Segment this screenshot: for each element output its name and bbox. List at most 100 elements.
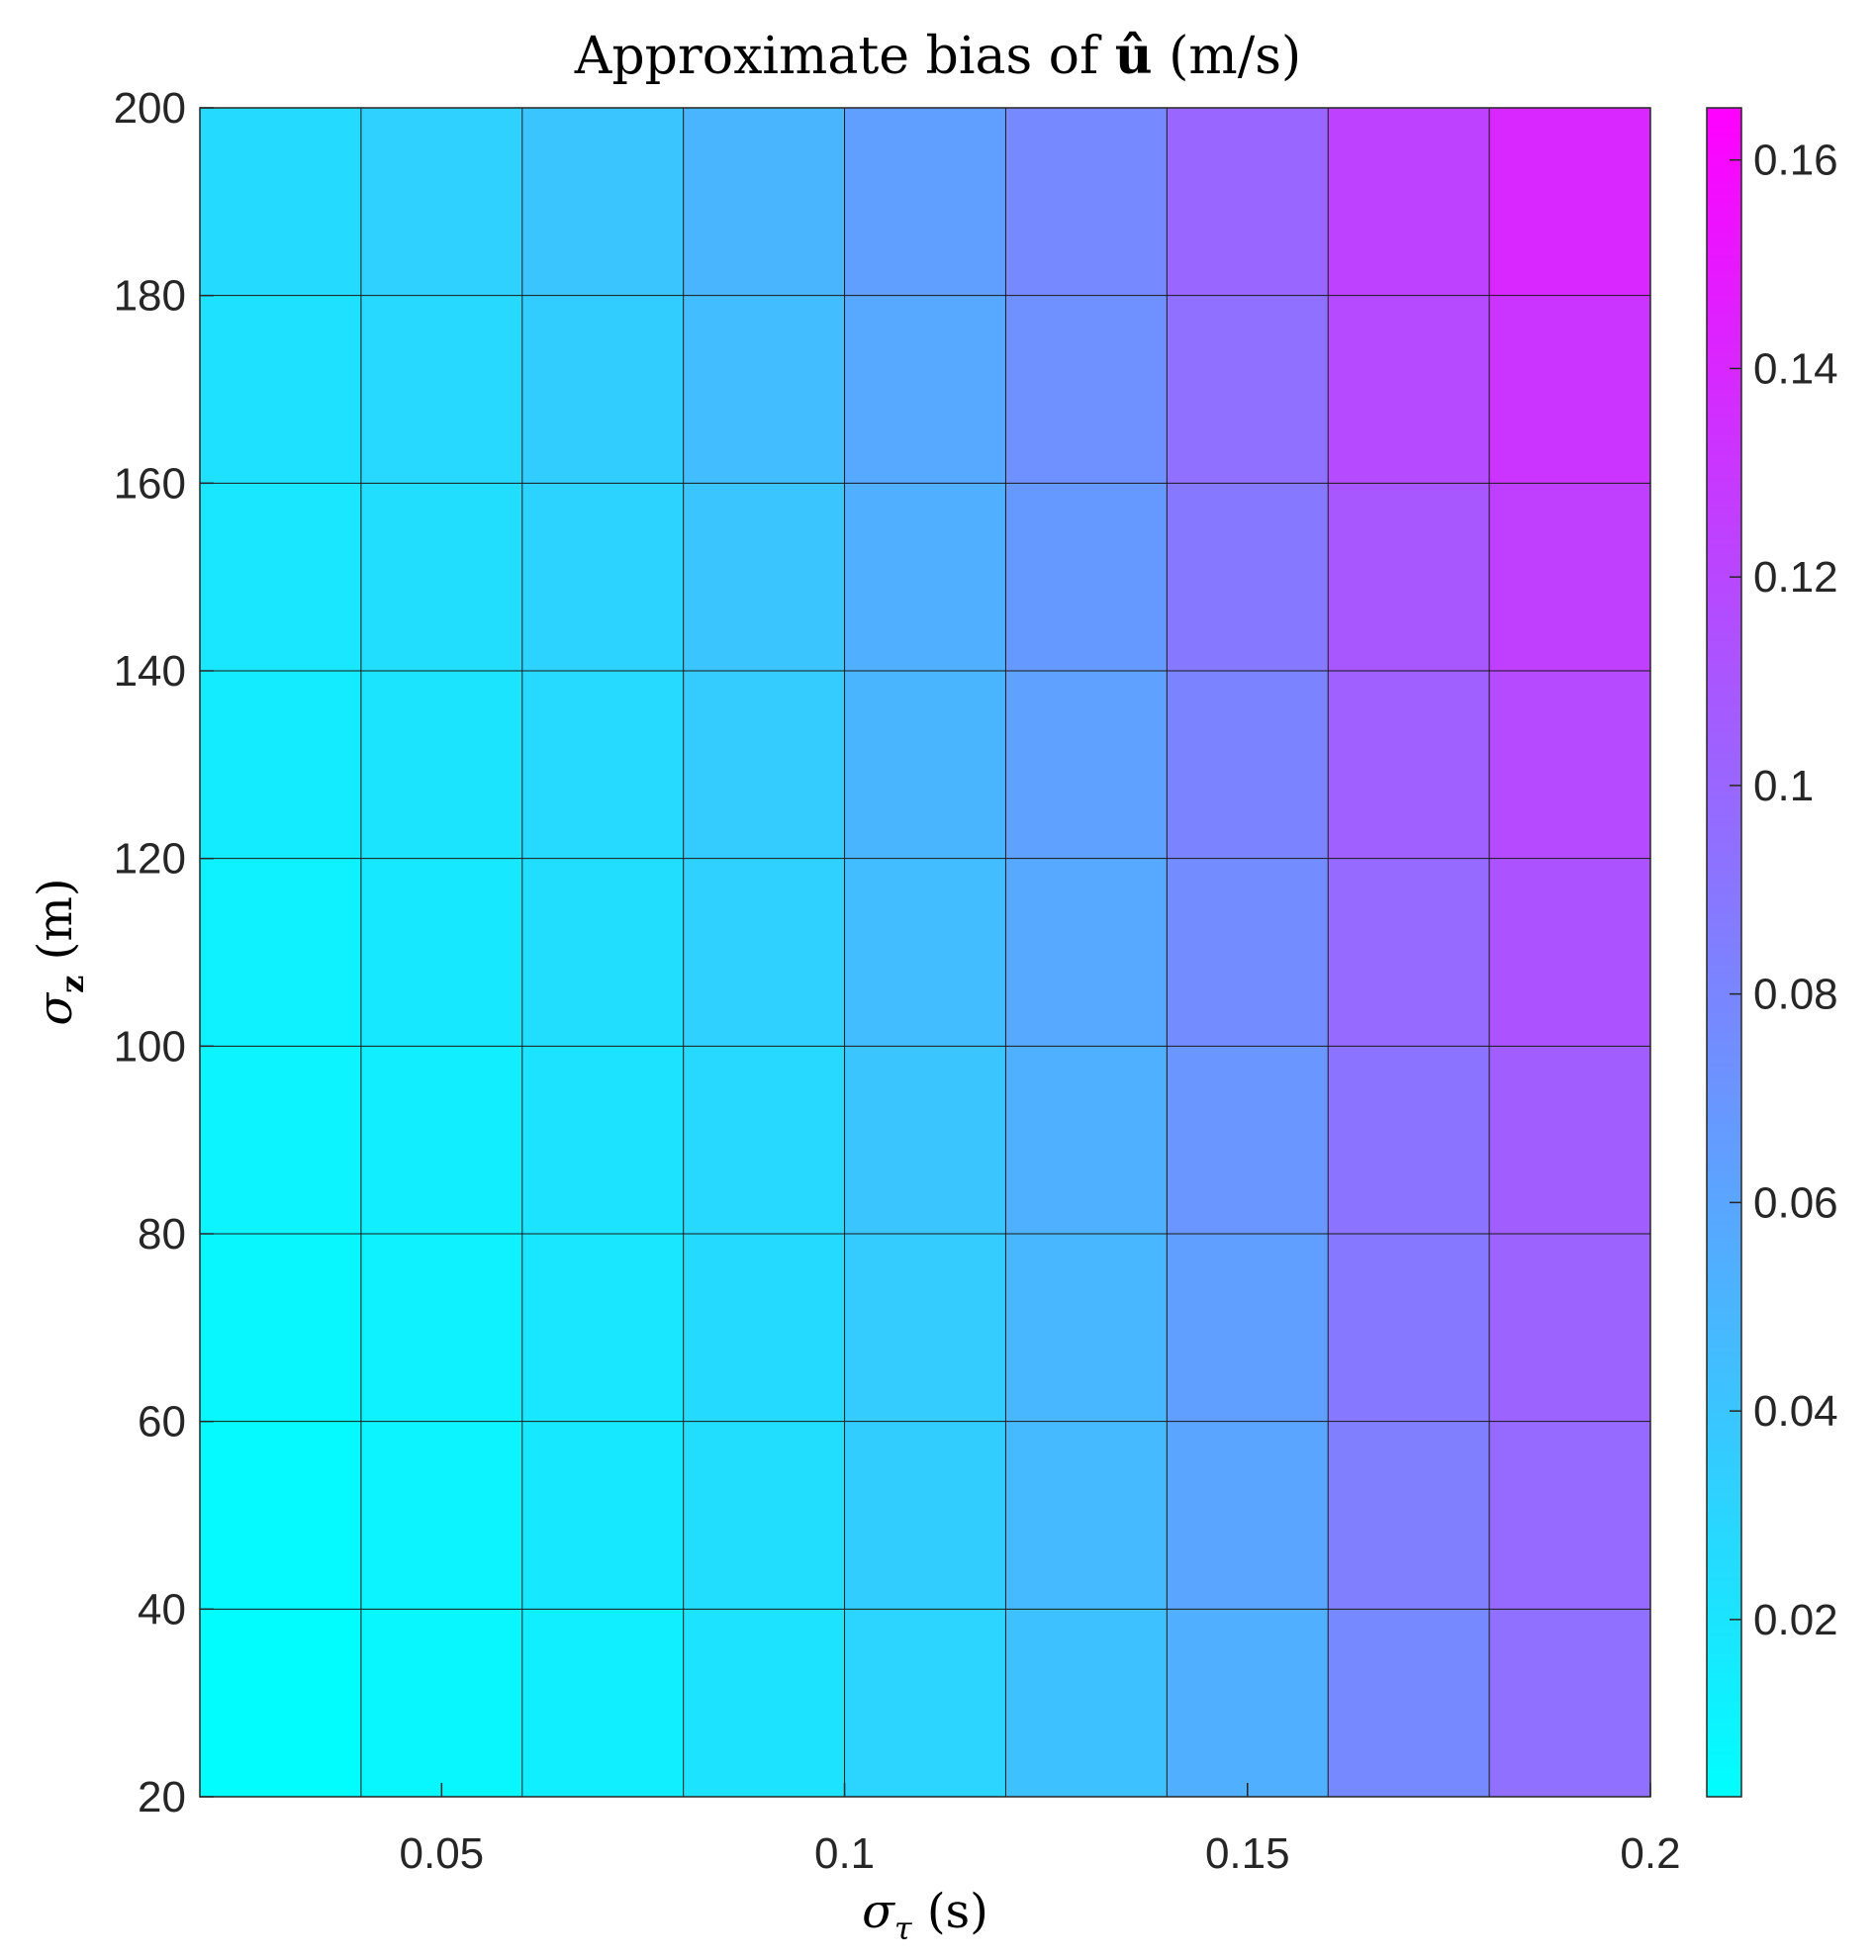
heatmap-cell	[1005, 1609, 1168, 1797]
x-tick-label: 0.1	[814, 1829, 875, 1878]
chart-title: Approximate bias of û (m/s)	[574, 26, 1301, 86]
colorbar-tick-label: 0.06	[1753, 1178, 1838, 1227]
heatmap-cell	[683, 1234, 845, 1422]
x-tick-label: 0.05	[400, 1829, 485, 1878]
heatmap-cell	[360, 483, 522, 671]
heatmap-cell	[360, 1046, 522, 1234]
heatmap-cell	[200, 1609, 361, 1797]
heatmap-cell	[1328, 1421, 1490, 1610]
heatmap-cell	[1489, 858, 1650, 1047]
heatmap-cell	[1328, 671, 1490, 859]
y-tick-label: 40	[138, 1585, 186, 1633]
y-tick-label: 20	[138, 1773, 186, 1821]
y-axis-ticks: 20 40 60 80 100 120 140 160 180 200	[114, 84, 214, 1821]
heatmap-cell	[1328, 1609, 1490, 1797]
heatmap-cell	[360, 1609, 522, 1797]
heatmap-cell	[1167, 1609, 1329, 1797]
colorbar-tick-label: 0.14	[1753, 344, 1838, 393]
y-tick-label: 100	[114, 1022, 186, 1071]
y-tick-label: 200	[114, 84, 186, 133]
heatmap-cell	[1167, 1234, 1329, 1422]
heatmap-cell	[521, 108, 684, 296]
x-axis-ticks: 0.05 0.1 0.15 0.2	[400, 1783, 1681, 1878]
heatmap-cell	[521, 483, 684, 671]
heatmap-cell	[521, 858, 684, 1047]
heatmap-cell	[1005, 1234, 1168, 1422]
colorbar-tick-label: 0.1	[1753, 762, 1814, 810]
heatmap-cell	[200, 858, 361, 1047]
heatmap-cell	[844, 1046, 1006, 1234]
heatmap-cell	[1167, 108, 1329, 296]
heatmap-cell	[200, 483, 361, 671]
heatmap-cell	[1328, 1234, 1490, 1422]
heatmap-cell	[1005, 1421, 1168, 1610]
heatmap-cell	[844, 1234, 1006, 1422]
heatmap-cell	[521, 1609, 684, 1797]
heatmap-cell	[683, 295, 845, 484]
heatmap-cell	[1005, 295, 1168, 484]
heatmap-cell	[1328, 858, 1490, 1047]
y-tick-label: 80	[138, 1210, 186, 1259]
x-axis-label: στ (s)	[862, 1884, 988, 1947]
heatmap-cell	[1489, 108, 1650, 296]
heatmap-cell	[1489, 483, 1650, 671]
heatmap-cell	[1005, 483, 1168, 671]
heatmap-cell	[360, 858, 522, 1047]
heatmap-cell	[1489, 1046, 1650, 1234]
heatmap-cell	[1489, 1609, 1650, 1797]
heatmap-cell	[521, 1421, 684, 1610]
heatmap-cell	[1005, 1046, 1168, 1234]
heatmap-cell	[1005, 671, 1168, 859]
heatmap-cell	[1489, 1234, 1650, 1422]
heatmap-cell	[683, 1421, 845, 1610]
x-tick-label: 0.15	[1205, 1829, 1290, 1878]
colorbar-ticks: 0.02 0.04 0.06 0.08 0.1 0.12 0.14 0.16	[1730, 137, 1838, 1644]
heatmap-cell	[1328, 108, 1490, 296]
heatmap-cell	[1167, 858, 1329, 1047]
heatmap-cell	[200, 1046, 361, 1234]
heatmap-cell	[360, 671, 522, 859]
colorbar-tick-label: 0.02	[1753, 1596, 1838, 1644]
y-axis-label: σz (m)	[28, 878, 91, 1025]
heatmap-cell	[1167, 483, 1329, 671]
heatmap-cell	[1005, 858, 1168, 1047]
heatmap-cell	[1489, 1421, 1650, 1610]
heatmap-cell	[360, 1421, 522, 1610]
heatmap-cell	[683, 483, 845, 671]
colorbar-tick-label: 0.08	[1753, 971, 1838, 1019]
heatmap-cell	[360, 1234, 522, 1422]
heatmap-cell	[1167, 671, 1329, 859]
heatmap-cells	[200, 108, 1650, 1797]
heatmap-cell	[200, 1421, 361, 1610]
heatmap-cell	[521, 1234, 684, 1422]
heatmap-cell	[844, 108, 1006, 296]
heatmap-cell	[844, 858, 1006, 1047]
heatmap-cell	[521, 671, 684, 859]
heatmap-cell	[1005, 108, 1168, 296]
heatmap-cell	[683, 858, 845, 1047]
colorbar	[1706, 107, 1742, 1798]
heatmap-cell	[200, 671, 361, 859]
y-tick-label: 60	[138, 1398, 186, 1447]
heatmap-cell	[360, 295, 522, 484]
heatmap-cell	[360, 108, 522, 296]
heatmap-cell	[521, 295, 684, 484]
heatmap-cell	[844, 295, 1006, 484]
heatmap-cell	[683, 1046, 845, 1234]
heatmap-cell	[200, 295, 361, 484]
heatmap-cell	[844, 1421, 1006, 1610]
x-tick-label: 0.2	[1620, 1829, 1680, 1878]
y-tick-label: 120	[114, 835, 186, 884]
heatmap-cell	[683, 671, 845, 859]
heatmap-cell	[1328, 295, 1490, 484]
heatmap-cell	[1167, 1046, 1329, 1234]
heatmap-cell	[200, 108, 361, 296]
y-tick-label: 140	[114, 647, 186, 696]
y-tick-label: 180	[114, 272, 186, 321]
heatmap-cell	[683, 1609, 845, 1797]
heatmap-cell	[200, 1234, 361, 1422]
heatmap-cell	[844, 483, 1006, 671]
heatmap-cell	[1167, 295, 1329, 484]
y-tick-label: 160	[114, 459, 186, 508]
